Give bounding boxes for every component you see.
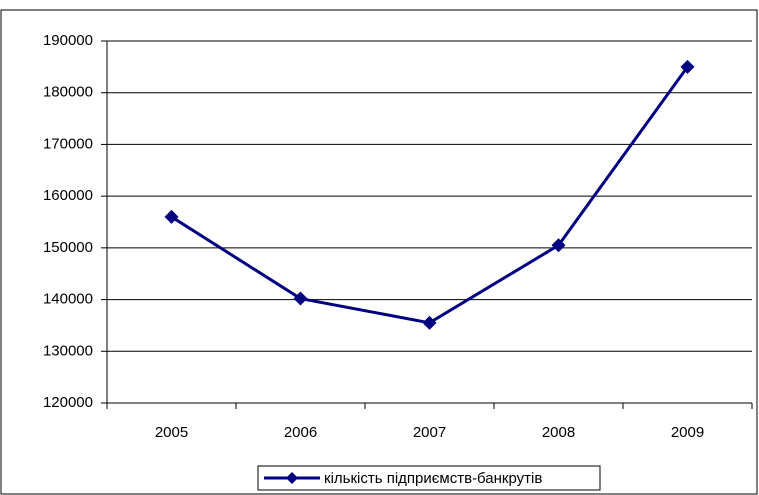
point-marker: [422, 315, 437, 330]
x-tick-label: 2005: [155, 424, 188, 441]
y-tick-label: 170000: [43, 135, 93, 152]
point-marker: [293, 291, 308, 306]
y-tick-label: 150000: [43, 239, 93, 256]
legend-marker: [286, 472, 298, 484]
y-tick-label: 160000: [43, 187, 93, 204]
x-tick-label: 2006: [284, 424, 317, 441]
x-tick-label: 2007: [413, 424, 446, 441]
legend-label: кількість підприємств-банкрутів: [324, 470, 542, 487]
y-tick-label: 180000: [43, 84, 93, 101]
x-tick-label: 2008: [542, 424, 575, 441]
point-marker: [164, 209, 179, 224]
x-tick-label: 2009: [671, 424, 704, 441]
y-tick-label: 190000: [43, 32, 93, 49]
y-tick-label: 120000: [43, 394, 93, 411]
chart-frame: [0, 9, 758, 495]
point-marker: [551, 238, 566, 253]
y-tick-label: 130000: [43, 342, 93, 359]
point-marker: [680, 59, 695, 74]
y-tick-label: 140000: [43, 291, 93, 308]
